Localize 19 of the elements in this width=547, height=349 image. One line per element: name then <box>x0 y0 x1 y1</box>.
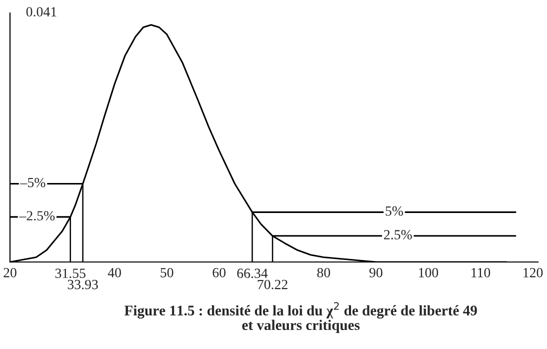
text: 0.041 <box>26 7 56 17</box>
annotation: –5% <box>20 178 46 188</box>
ref-line-label: 70.22 <box>258 280 288 290</box>
x-tick-label: 40 <box>108 268 121 278</box>
x-tick-label: 90 <box>369 268 382 278</box>
ref-line-label: 31.55 <box>55 268 86 278</box>
x-tick-label: 120 <box>524 268 543 278</box>
x-tick-label: 100 <box>419 268 438 278</box>
ref-line-label: 33.93 <box>68 280 98 290</box>
x-tick-label: 20 <box>4 268 16 278</box>
x-tick-label: 60 <box>212 268 226 278</box>
x-tick-label: 80 <box>317 268 330 278</box>
annotation: 5% <box>386 206 404 216</box>
x-tick-label: 50 <box>160 268 174 278</box>
annotation: –2.5% <box>19 211 55 220</box>
ref-line-label: 66.34 <box>237 268 268 278</box>
x-tick-label: 110 <box>472 268 490 278</box>
annotation: 2.5% <box>384 230 412 240</box>
text: Figure 11.5 : densité de la loi du χ$^{2}$ de degré de liberté 49 et valeurs critiques <box>124 302 477 334</box>
